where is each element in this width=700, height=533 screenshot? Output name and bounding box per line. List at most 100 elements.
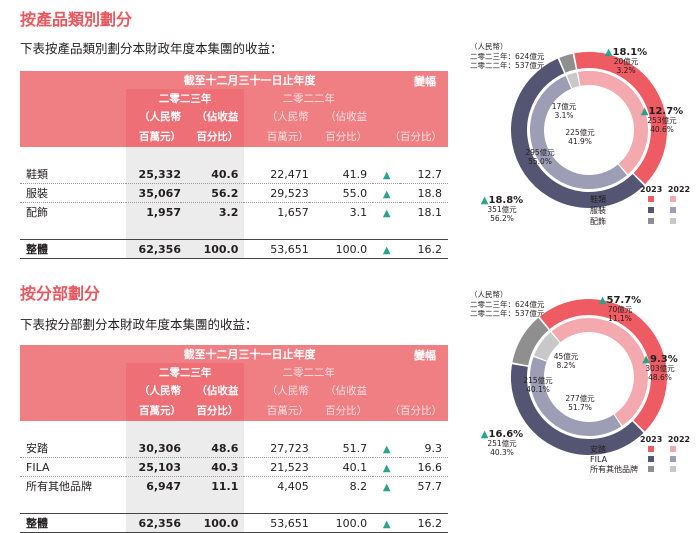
section2-table: 截至十二月三十一日止年度 變幅 二零二三年 二零二二年 （人民幣 （佔收益 （人… [20,345,448,533]
row-label: 服裝 [20,183,126,203]
share-2022: 55.0 [308,183,374,203]
chart2-donut [511,299,667,455]
table-row: 服裝 35,067 56.2 29,523 55.0 ▲ 18.8 [20,183,448,203]
period-header: 截至十二月三十一日止年度 [125,71,374,89]
total-share-2023: 100.0 [181,513,245,533]
outer-segment-0 [574,52,667,185]
value-2023: 6,947 [125,476,181,495]
up-triangle-icon: ▲ [382,207,391,219]
chart2-label-a: ▲57.7% 70億元 11.1% [598,295,642,324]
inner-segment-0 [577,71,648,175]
inner-segment-0 [551,318,648,426]
chart1-inner-c: 295億元 55.0% [525,148,555,166]
up-triangle-icon: ▲ [382,443,391,455]
section2-intro: 下表按分部劃分本財政年度本集團的收益： [20,317,258,332]
table-row: 鞋類 25,332 40.6 22,471 41.9 ▲ 12.7 [20,165,448,184]
value-2023: 25,103 [125,457,181,477]
share-header: （佔收益 [308,381,374,399]
total-share-2023: 100.0 [181,239,245,259]
share-2022: 51.7 [308,439,374,458]
share-2023: 40.3 [181,457,245,477]
chart1-label-c: ▲18.8% 351億元 56.2% [480,195,524,224]
change-value: 57.7 [417,479,443,493]
mn-header: 百萬元） [125,399,181,421]
rmb-header: （人民幣 [125,107,181,125]
value-2022: 22,471 [244,165,309,184]
share-2022: 41.9 [308,165,374,184]
chart2-inner-b: 277億元 51.7% [565,394,595,412]
change-value: 18.1 [417,205,443,219]
mn-header: 百萬元） [244,399,309,421]
chart1-label-b: ▲12.7% 253億元 40.6% [640,106,684,135]
chart1-label-a: ▲18.1% 20億元 3.2% [604,47,648,76]
share-2022: 40.1 [308,457,374,477]
row-label: 所有其他品牌 [26,480,92,493]
year-2022-header: 二零二二年 [244,89,374,107]
total-row: 整體 62,356 100.0 53,651 100.0 ▲ 16.2 [20,239,448,259]
pct-header: 百分比） [308,399,374,421]
pct-header: 百分比） [181,125,245,147]
chart1-totals: （人民幣） 二零二三年：624億元 二零二二年：537億元 [470,42,545,70]
pct-change-header: （百分比） [373,399,448,421]
row-label: FILA [20,457,126,477]
value-2023: 25,332 [125,165,181,184]
total-2023: 62,356 [125,239,181,259]
share-2023: 11.1 [181,476,245,495]
chart2-label-c: ▲16.6% 251億元 40.3% [480,429,524,458]
mn-header: 百萬元） [244,125,309,147]
pct-change-header: （百分比） [373,125,448,147]
outer-segment-2 [559,53,577,73]
change-value: 18.8 [400,183,448,203]
value-2022: 29,523 [244,183,309,203]
table-row: FILA 25,103 40.3 21,523 40.1 ▲ 16.6 [20,457,448,477]
section2-title: 按分部劃分 [20,284,101,303]
section1-title: 按產品類別劃分 [20,10,133,29]
total-change: 16.2 [400,239,448,259]
share-2023: 3.2 [181,202,245,221]
outer-segment-0 [539,299,667,432]
rmb-header: （人民幣 [244,107,309,125]
up-triangle-icon: ▲ [382,518,391,530]
change-value: 12.7 [400,165,448,184]
table-row: 配飾 1,957 3.2 1,657 3.1 ▲ 18.1 [20,202,448,221]
up-triangle-icon: ▲ [382,481,391,493]
share-2023: 56.2 [181,183,245,203]
up-triangle-icon: ▲ [382,188,391,200]
value-2023: 1,957 [125,202,181,221]
inner-segment-2 [566,72,580,89]
pct-header: 百分比） [308,125,374,147]
table-row: 安踏 30,306 48.6 27,723 51.7 ▲ 9.3 [20,439,448,458]
value-2022: 1,657 [277,205,309,219]
share-header: （佔收益 [308,107,374,125]
share-2022: 3.1 [349,205,368,219]
section1-intro: 下表按產品類別劃分本財政年度本集團的收益： [20,41,283,56]
value-2023: 35,067 [125,183,181,203]
outer-segment-1 [511,364,644,455]
share-header: （佔收益 [181,107,245,125]
chart1-donut [511,52,667,208]
chart1-inner-b: 225億元 41.9% [565,128,595,146]
outer-segment-1 [511,58,644,208]
row-label: 配飾 [26,206,48,219]
year-2023-header: 二零二三年 [125,363,245,381]
inner-segment-2 [533,332,560,362]
mn-header: 百萬元） [125,125,181,147]
inner-segment-1 [530,75,627,189]
rmb-header: （人民幣 [125,381,181,399]
chart2-inner-c: 215億元 40.1% [523,376,553,394]
up-triangle-icon: ▲ [382,462,391,474]
year-2022-header: 二零二二年 [244,363,374,381]
pct-header: 百分比） [181,399,245,421]
total-label: 整體 [20,513,126,533]
share-header: （佔收益 [181,381,245,399]
row-label: 安踏 [20,439,126,458]
share-2022: 8.2 [349,479,368,493]
chart1-inner-a: 17億元 3.1% [551,102,577,120]
value-2022: 27,723 [244,439,309,458]
share-2023: 48.6 [181,439,245,458]
chart2-inner-a: 45億元 8.2% [553,352,579,370]
total-share-2022: 100.0 [308,239,374,259]
donut-rings [511,299,667,455]
value-2022: 21,523 [244,457,309,477]
inner-segment-1 [530,356,622,436]
